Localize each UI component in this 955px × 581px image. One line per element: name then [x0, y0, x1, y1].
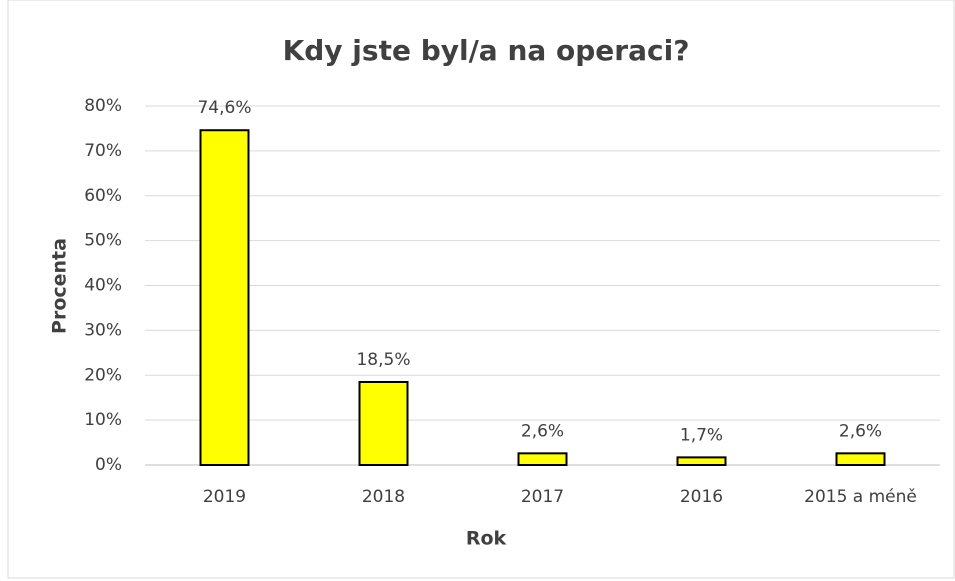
y-axis-title: Procenta — [49, 238, 71, 334]
x-axis-title: Rok — [466, 528, 507, 550]
y-tick-label: 70% — [84, 141, 122, 161]
bar — [358, 380, 409, 467]
bar — [199, 129, 250, 466]
y-tick-label: 10% — [84, 410, 122, 430]
bar — [676, 456, 727, 466]
y-tick-label: 40% — [84, 276, 122, 296]
y-tick-label: 60% — [84, 186, 122, 206]
data-label: 18,5% — [356, 350, 410, 370]
data-label: 2,6% — [839, 421, 882, 441]
chart-frame — [7, 0, 955, 579]
bar — [517, 452, 568, 466]
data-label: 2,6% — [521, 421, 564, 441]
x-tick-label: 2016 — [680, 487, 723, 507]
bar — [835, 452, 886, 466]
x-tick-label: 2017 — [521, 487, 564, 507]
x-tick-label: 2019 — [203, 487, 246, 507]
x-tick-label: 2018 — [362, 487, 405, 507]
x-tick-label: 2015 a méně — [804, 487, 917, 507]
chart-title: Kdy jste byl/a na operaci? — [283, 34, 690, 67]
y-tick-label: 30% — [84, 320, 122, 340]
data-label: 1,7% — [680, 425, 723, 445]
y-tick-label: 50% — [84, 231, 122, 251]
y-tick-label: 0% — [95, 455, 122, 475]
y-tick-label: 20% — [84, 365, 122, 385]
y-tick-label: 80% — [84, 96, 122, 116]
data-label: 74,6% — [197, 98, 251, 118]
